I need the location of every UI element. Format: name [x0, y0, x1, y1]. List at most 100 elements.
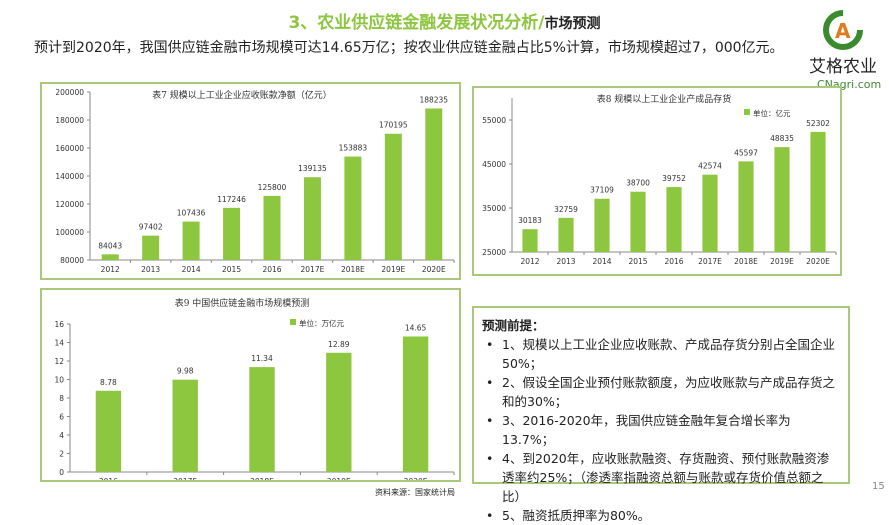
- bar: [384, 133, 402, 260]
- data-label: 52302: [806, 119, 830, 128]
- data-label: 8.78: [100, 378, 117, 387]
- data-label: 170195: [379, 121, 408, 130]
- bar: [425, 108, 443, 260]
- bar: [630, 191, 646, 252]
- x-tick-label: 2014: [182, 265, 201, 274]
- y-tick-label: 25000: [482, 248, 506, 257]
- bar: [101, 254, 119, 260]
- note-item: 5、融资抵质押率为80%。: [482, 506, 840, 525]
- page-number: 15: [872, 481, 885, 492]
- note-item: 4、到2020年，应收账款融资、存货融资、预付账款融资渗透率约25%；（渗透率指…: [482, 449, 840, 506]
- bar: [702, 174, 718, 252]
- x-tick-label: 2016: [664, 257, 683, 266]
- bar: [594, 198, 610, 252]
- data-label: 97402: [139, 223, 163, 232]
- x-tick-label: 2020E: [806, 257, 830, 266]
- bar: [95, 390, 122, 472]
- data-label: 107436: [177, 209, 206, 218]
- y-tick-label: 160000: [55, 144, 84, 153]
- data-label: 14.65: [405, 323, 427, 332]
- x-tick-label: 2013: [141, 265, 160, 274]
- x-tick-label: 2020E: [422, 265, 446, 274]
- bar: [223, 207, 241, 260]
- data-label: 117246: [217, 195, 246, 204]
- bar: [402, 336, 429, 472]
- y-tick-label: 14: [54, 339, 64, 348]
- x-tick-label: 2017E: [698, 257, 722, 266]
- x-tick-label: 2016: [99, 477, 118, 480]
- title-sub: 市场预测: [544, 16, 601, 32]
- data-label: 84043: [98, 241, 122, 250]
- forecast-assumptions: 预测前提： 1、规模以上工业企业应收账款、产成品存货分别占全国企业50%； 2、…: [472, 306, 850, 525]
- x-tick-label: 2018E: [341, 265, 365, 274]
- bar: [666, 187, 682, 252]
- y-tick-label: 140000: [55, 172, 84, 181]
- legend-label: 单位：亿元: [753, 108, 791, 118]
- bar: [172, 379, 198, 472]
- bar: [182, 221, 200, 260]
- x-tick-label: 2014: [592, 257, 611, 266]
- y-tick-label: 4: [59, 431, 64, 440]
- legend-swatch: [744, 109, 750, 115]
- x-tick-label: 2019E: [327, 477, 351, 480]
- data-label: 45597: [734, 148, 758, 157]
- data-label: 32759: [554, 205, 578, 214]
- data-label: 139135: [298, 164, 327, 173]
- bar: [522, 229, 538, 252]
- page-title: 3、农业供应链金融发展状况分析/市场预测: [0, 8, 889, 33]
- y-tick-label: 2: [59, 450, 64, 459]
- chart-svg: 表7 规模以上工业企业应收账款净额（亿元） 80000 100000 120000 14…: [55, 88, 455, 274]
- bar: [326, 352, 352, 472]
- x-tick-label: 2015: [222, 265, 241, 274]
- x-tick-label: 2018E: [250, 477, 274, 480]
- bar: [738, 161, 754, 252]
- data-label: 30183: [518, 216, 542, 225]
- bar: [774, 147, 790, 252]
- y-tick-label: 12: [54, 357, 64, 366]
- data-label: 12.89: [328, 340, 350, 349]
- source-note: 资料来源：国家统计局: [375, 488, 455, 497]
- title-main: 3、农业供应链金融发展状况分析/: [288, 13, 545, 33]
- subtitle: 预计到2020年，我国供应链金融市场规模可达14.65万亿；按农业供应链金融占比…: [34, 40, 784, 56]
- bar: [303, 177, 321, 260]
- note-item: 3、2016-2020年，我国供应链金融年复合增长率为13.7%；: [482, 411, 840, 449]
- data-label: 153883: [339, 144, 368, 153]
- y-tick-label: 35000: [482, 204, 506, 213]
- bar: [249, 367, 275, 472]
- svg-text:A: A: [835, 19, 851, 43]
- data-label: 11.34: [251, 354, 273, 363]
- data-label: 42574: [698, 162, 722, 171]
- x-tick-label: 2016: [262, 265, 281, 274]
- data-label: 39752: [662, 174, 686, 183]
- y-tick-label: 6: [59, 413, 64, 422]
- y-tick-label: 200000: [55, 88, 84, 97]
- y-tick-label: 120000: [55, 200, 84, 209]
- x-tick-label: 2019E: [381, 265, 405, 274]
- data-label: 9.98: [177, 367, 194, 376]
- data-label: 48835: [770, 134, 794, 143]
- y-tick-label: 80000: [60, 256, 84, 265]
- svg-text:艾格农业: 艾格农业: [809, 57, 877, 77]
- x-tick-label: 2015: [628, 257, 647, 266]
- y-tick-label: 8: [59, 394, 64, 403]
- y-tick-label: 0: [59, 468, 64, 477]
- y-tick-label: 10: [54, 376, 64, 385]
- chart-receivables: 表7 规模以上工业企业应收账款净额（亿元） 80000 100000 120000 14…: [40, 82, 461, 280]
- bar: [344, 156, 362, 260]
- bar: [810, 131, 826, 252]
- y-tick-label: 45000: [482, 160, 506, 169]
- y-tick-label: 180000: [55, 116, 84, 125]
- legend-label: 单位：万亿元: [299, 318, 344, 328]
- bar: [558, 217, 574, 252]
- x-tick-label: 2020E: [404, 477, 428, 480]
- legend-swatch: [290, 319, 296, 325]
- x-tick-label: 2017E: [173, 477, 197, 480]
- data-label: 38700: [626, 179, 650, 188]
- y-tick-label: 100000: [55, 228, 84, 237]
- x-tick-label: 2012: [101, 265, 120, 274]
- chart-title: 表7 规模以上工业企业应收账款净额（亿元）: [152, 89, 332, 101]
- y-tick-label: 55000: [482, 116, 506, 125]
